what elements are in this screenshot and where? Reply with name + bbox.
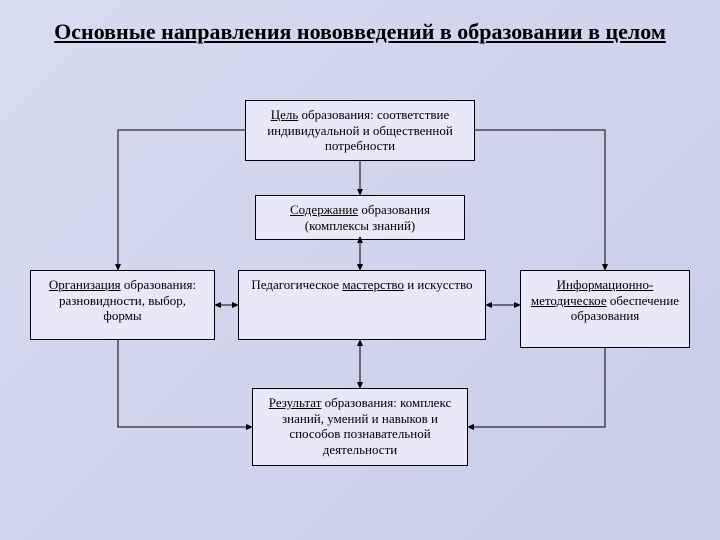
mastery-post: и искусство: [404, 277, 473, 292]
box-mastery: Педагогическое мастерство и искусство: [238, 270, 486, 340]
box-goal: Цель образования: соответствие индивидуа…: [245, 100, 475, 161]
mastery-underlined: мастерство: [342, 277, 404, 292]
box-result: Результат образования: комплекс знаний, …: [252, 388, 468, 466]
content-underlined: Содержание: [290, 202, 358, 217]
mastery-pre: Педагогическое: [251, 277, 342, 292]
box-organization: Организация образования: разновидности, …: [30, 270, 215, 340]
box-info: Информационно-методическое обеспечение о…: [520, 270, 690, 348]
box-content: Содержание образования (комплексы знаний…: [255, 195, 465, 240]
organization-underlined: Организация: [49, 277, 121, 292]
goal-underlined: Цель: [271, 107, 299, 122]
result-underlined: Результат: [269, 395, 322, 410]
page-title: Основные направления нововведений в обра…: [0, 0, 720, 46]
title-text: Основные направления нововведений в обра…: [54, 19, 666, 44]
